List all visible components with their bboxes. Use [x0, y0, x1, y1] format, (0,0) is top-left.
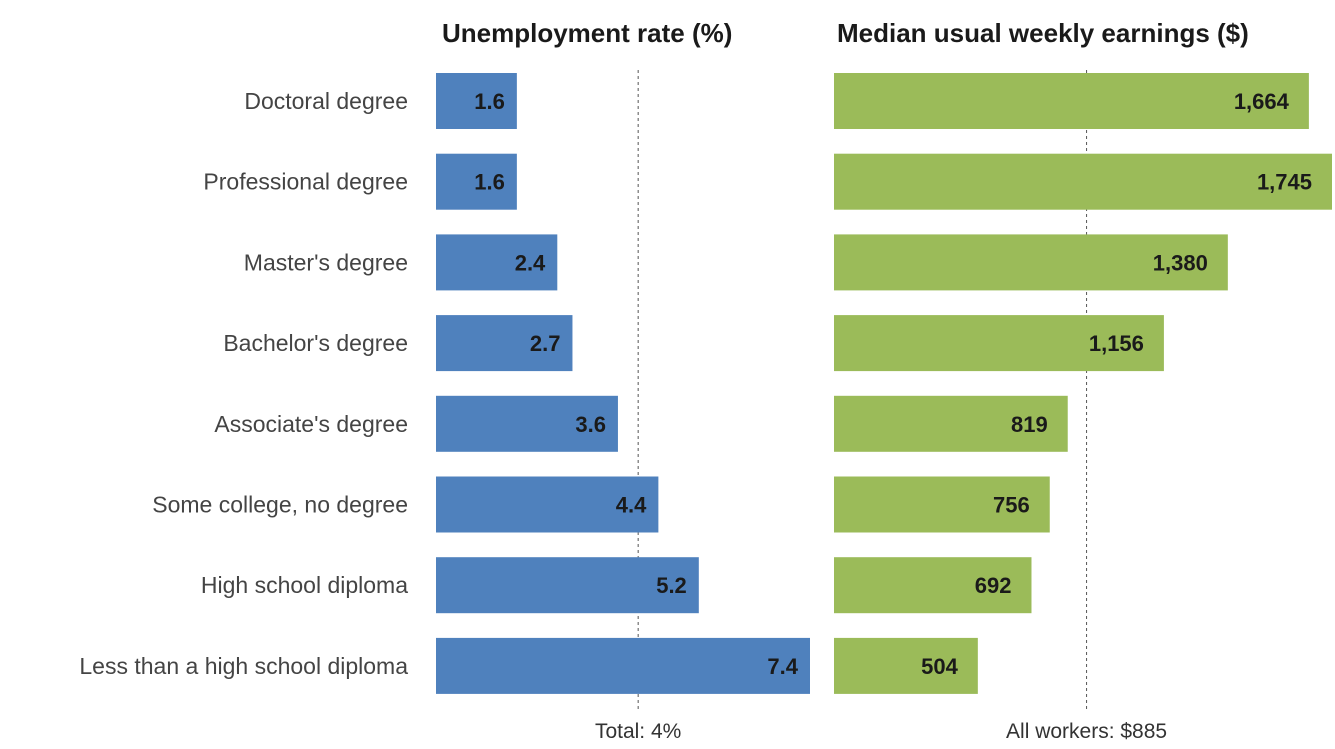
earnings-value-label: 692: [975, 573, 1012, 598]
unemployment-value-label: 7.4: [767, 654, 798, 679]
earnings-panel: Median usual weekly earnings ($) 1,6641,…: [834, 18, 1332, 743]
unemployment-bar: [436, 557, 699, 614]
unemployment-bar: [436, 476, 659, 533]
unemployment-value-label: 1.6: [474, 170, 505, 195]
earnings-value-label: 1,156: [1089, 331, 1144, 356]
unemployment-panel: Unemployment rate (%) 1.6 1.6 2.4 2.7 3.6 4.4…: [436, 18, 810, 743]
earnings-reference-label: All workers: $885: [1006, 720, 1167, 743]
earnings-bar: [834, 395, 1068, 452]
earnings-title: Median usual weekly earnings ($): [837, 18, 1249, 48]
earnings-bar: [834, 557, 1032, 614]
earnings-value-label: 1,664: [1234, 89, 1290, 114]
unemployment-title: Unemployment rate (%): [442, 18, 732, 48]
category-label: Less than a high school diploma: [79, 653, 408, 679]
category-label: Professional degree: [203, 169, 408, 195]
unemployment-bar: [436, 153, 517, 210]
earnings-bar: [834, 315, 1164, 372]
unemployment-value-label: 2.4: [515, 250, 546, 275]
category-label: High school diploma: [201, 572, 408, 598]
category-label: Associate's degree: [214, 411, 408, 437]
unemployment-reference-label: Total: 4%: [595, 720, 681, 743]
unemployment-value-label: 1.6: [474, 89, 505, 114]
unemployment-value-label: 2.7: [530, 331, 561, 356]
earnings-value-label: 756: [993, 493, 1030, 518]
unemployment-bar: [436, 315, 573, 372]
earnings-bar: [834, 637, 978, 694]
category-labels: Doctoral degree Professional degree Master…: [79, 88, 408, 679]
earnings-bar: [834, 153, 1332, 210]
earnings-bar: [834, 234, 1228, 291]
earnings-value-label: 1,745: [1257, 170, 1312, 195]
unemployment-bar: [436, 395, 618, 452]
earnings-value-label: 1,380: [1153, 250, 1208, 275]
earnings-bar: [834, 476, 1050, 533]
unemployment-bar: [436, 234, 558, 291]
unemployment-value-label: 3.6: [575, 412, 606, 437]
unemployment-bar: [436, 73, 517, 129]
unemployment-bars: 1.6 1.6 2.4 2.7 3.6 4.4 5.2 7.4: [436, 73, 810, 694]
category-label: Some college, no degree: [152, 492, 408, 518]
unemployment-value-label: 5.2: [656, 573, 687, 598]
category-label: Master's degree: [244, 249, 408, 275]
earnings-value-label: 819: [1011, 412, 1048, 437]
earnings-bars: 1,664 1,745 1,380 1,156 819 756 692 504: [834, 73, 1332, 694]
unemployment-bar: [436, 637, 810, 694]
category-label: Doctoral degree: [244, 88, 408, 114]
unemployment-value-label: 4.4: [616, 493, 647, 518]
category-label: Bachelor's degree: [223, 330, 408, 356]
earnings-bar: [834, 73, 1309, 129]
earnings-value-label: 504: [921, 654, 958, 679]
